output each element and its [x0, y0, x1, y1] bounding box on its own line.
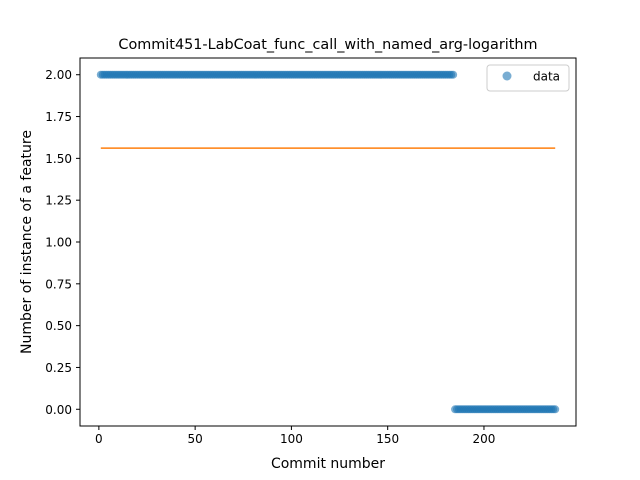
y-tick-label: 1.00	[45, 236, 72, 250]
y-tick-label: 1.75	[45, 110, 72, 124]
legend-label-data: data	[533, 70, 560, 84]
y-tick-label: 0.75	[45, 277, 72, 291]
x-axis-label: Commit number	[271, 456, 385, 472]
plot-area	[96, 70, 560, 414]
y-tick-label: 0.25	[45, 361, 72, 375]
legend-marker-data	[502, 71, 512, 81]
y-tick-label: 0.50	[45, 319, 72, 333]
data-layer	[96, 70, 560, 414]
legend-box	[486, 64, 570, 92]
axes: 0 50 100 150 200 0.00 0.25 0.50 0.75 1.00 1.25 1.50…	[45, 57, 577, 446]
x-tick-label: 0	[95, 432, 103, 446]
data-point	[449, 70, 458, 79]
y-axis-label: Number of instance of a feature	[19, 130, 35, 354]
data-point	[551, 405, 560, 414]
y-tick-label: 1.25	[45, 194, 72, 208]
x-tick-label: 150	[376, 432, 399, 446]
x-tick-label: 200	[473, 432, 496, 446]
y-tick-label: 1.50	[45, 152, 72, 166]
y-tick-label: 2.00	[45, 68, 72, 82]
legend: data	[486, 64, 570, 92]
x-tick-label: 100	[280, 432, 303, 446]
chart-title: Commit451-LabCoat_func_call_with_named_a…	[118, 37, 537, 53]
x-tick-label: 50	[188, 432, 203, 446]
y-tick-label: 0.00	[45, 403, 72, 417]
